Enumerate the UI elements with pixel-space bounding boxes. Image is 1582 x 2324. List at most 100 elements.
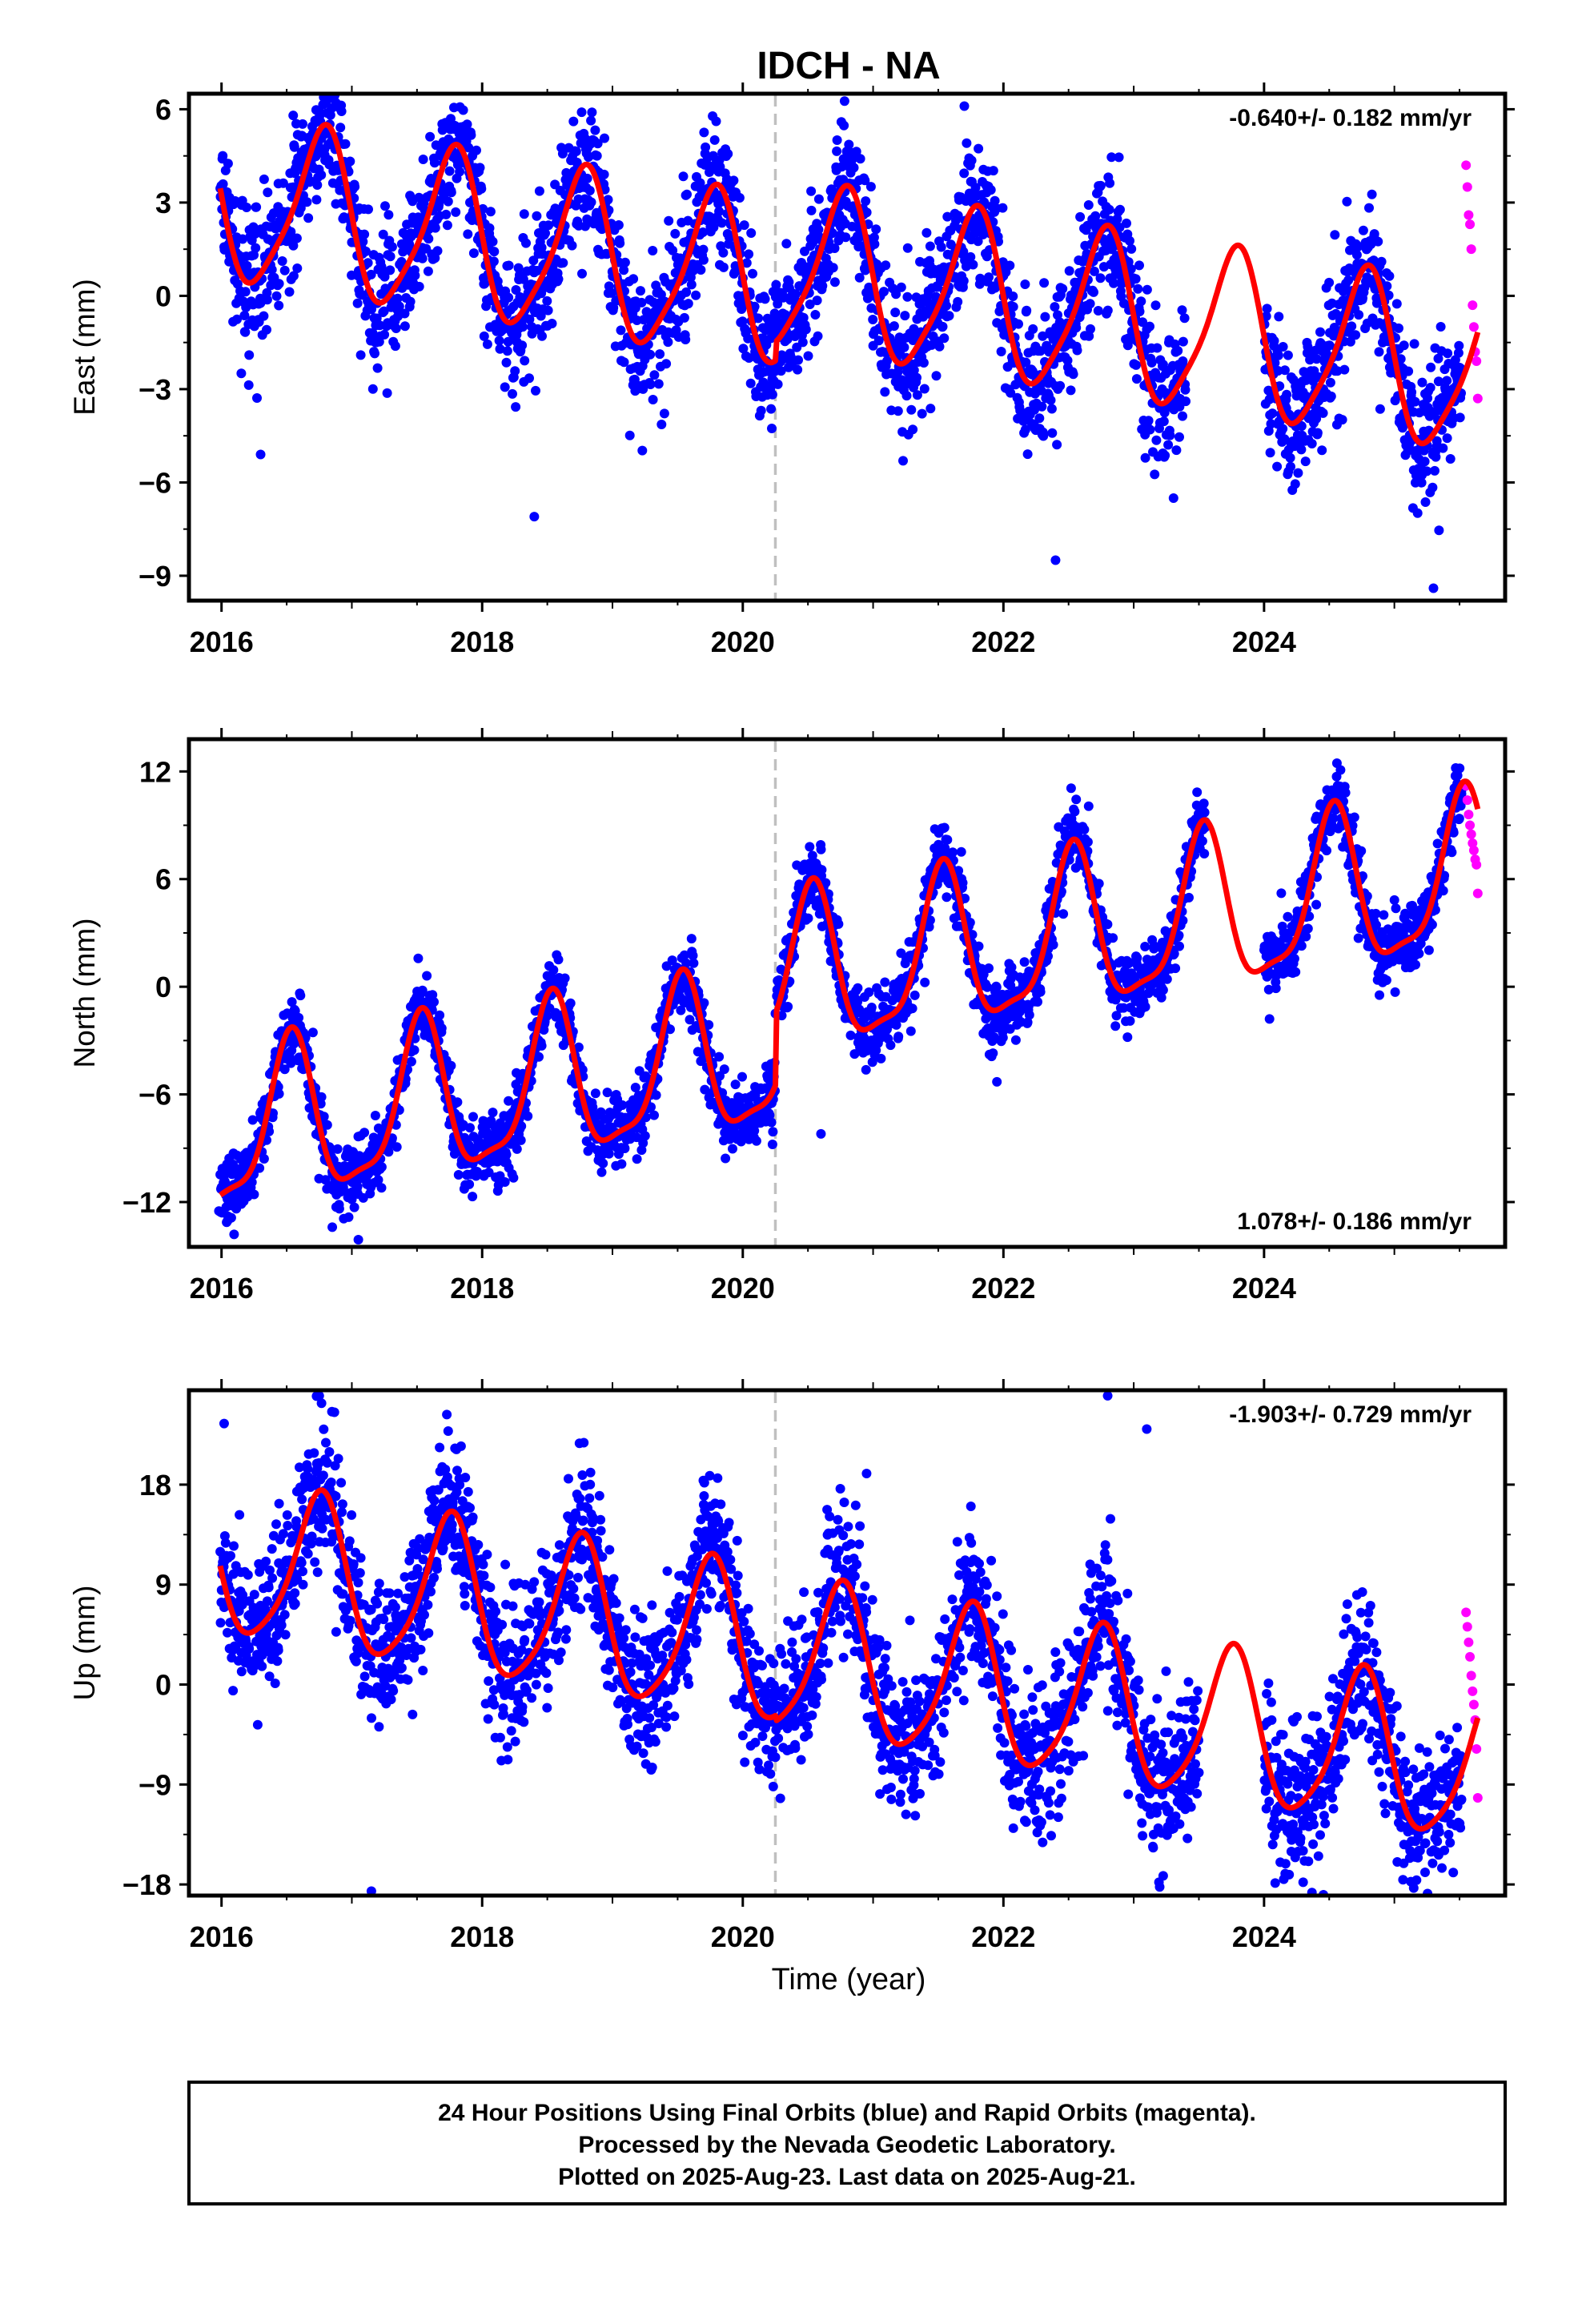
final-point-1976 — [1020, 424, 1030, 435]
final-point-611 — [468, 248, 479, 259]
final-point-1250 — [728, 1144, 737, 1154]
final-point-2146 — [1089, 266, 1099, 276]
final-point-1424 — [797, 337, 808, 348]
final-point-2193 — [1109, 278, 1118, 288]
final-point-2257 — [1133, 283, 1143, 294]
final-point-1509 — [832, 135, 842, 145]
final-point-1274 — [738, 344, 749, 354]
rapid-point-8 — [1472, 356, 1482, 366]
final-point-763 — [531, 385, 540, 396]
final-point-911 — [590, 125, 600, 135]
final-point-2790 — [1430, 465, 1439, 476]
final-point-551 — [444, 166, 455, 176]
final-point-2301 — [1152, 343, 1162, 353]
final-point-2367 — [1179, 313, 1190, 324]
final-point-1646 — [885, 1040, 896, 1051]
final-point-2251 — [1130, 274, 1141, 284]
final-point-356 — [363, 204, 373, 215]
final-point-194 — [295, 991, 306, 1001]
final-point-1028 — [637, 445, 648, 456]
final-point-1698 — [907, 1003, 917, 1014]
final-point-2661 — [1376, 256, 1387, 267]
final-point-2203 — [1112, 214, 1122, 224]
final-point-2793 — [1431, 452, 1441, 462]
final-point-1463 — [813, 331, 823, 341]
final-point-2228 — [1122, 218, 1131, 228]
final-point-20 — [223, 159, 233, 169]
final-point-697 — [504, 292, 514, 303]
final-point-749 — [524, 314, 535, 324]
final-point-734 — [518, 274, 528, 284]
final-point-684 — [500, 1177, 510, 1187]
final-point-1726 — [921, 227, 932, 238]
final-point-1676 — [901, 391, 912, 401]
final-point-521 — [432, 246, 443, 256]
final-point-805 — [548, 965, 559, 975]
final-point-1975 — [1020, 279, 1030, 289]
final-point-203 — [295, 203, 306, 213]
final-point-1811 — [956, 846, 966, 857]
final-point-1806 — [953, 211, 963, 221]
final-point-1915 — [998, 1032, 1008, 1043]
final-point-1737 — [926, 404, 936, 414]
final-point-2510 — [1315, 327, 1325, 337]
final-point-1630 — [882, 356, 892, 366]
final-point-43 — [232, 314, 242, 324]
final-point-2477 — [1301, 391, 1311, 401]
final-point-2607 — [1354, 310, 1364, 320]
final-point-1249 — [729, 175, 739, 186]
final-point-1380 — [781, 239, 792, 249]
final-point-2283 — [1143, 416, 1154, 426]
final-point-333 — [352, 1181, 363, 1192]
final-point-1779 — [942, 300, 951, 311]
final-point-1067 — [653, 379, 664, 389]
final-point-1665 — [893, 1031, 904, 1042]
final-point-1766 — [936, 242, 946, 252]
final-point-1564 — [854, 272, 865, 283]
final-point-2362 — [1178, 411, 1187, 421]
final-point-1537 — [844, 139, 854, 150]
final-point-2208 — [1114, 152, 1124, 163]
final-point-1447 — [805, 842, 815, 852]
final-point-1446 — [806, 205, 817, 215]
final-point-2261 — [1134, 307, 1145, 316]
final-point-617 — [472, 145, 481, 155]
final-point-2475 — [1300, 456, 1311, 467]
final-point-421 — [390, 341, 400, 352]
final-point-2035 — [1048, 939, 1058, 950]
final-point-2252 — [1131, 360, 1141, 370]
final-point-2402 — [1272, 461, 1283, 472]
final-point-941 — [604, 1148, 614, 1159]
final-point-2515 — [1317, 445, 1327, 456]
final-point-2340 — [1168, 493, 1178, 503]
final-point-498 — [423, 266, 433, 276]
final-point-2135 — [1085, 299, 1095, 309]
final-point-2703 — [1394, 323, 1403, 333]
final-point-2802 — [1434, 525, 1444, 536]
final-point-1465 — [813, 224, 824, 235]
final-point-1586 — [861, 1064, 871, 1075]
final-point-1779 — [942, 892, 952, 903]
final-point-736 — [519, 209, 529, 219]
final-point-1695 — [909, 365, 919, 376]
final-point-1969 — [1019, 957, 1030, 967]
final-point-824 — [553, 274, 564, 284]
final-point-1432 — [801, 324, 811, 335]
final-point-1850 — [970, 183, 981, 193]
final-point-1959 — [1014, 319, 1023, 329]
final-point-745 — [523, 1111, 533, 1121]
final-point-1704 — [909, 990, 920, 1000]
x-tick-label: 2024 — [1232, 625, 1296, 658]
final-point-1291 — [745, 378, 756, 388]
final-point-1450 — [808, 237, 818, 247]
final-point-675 — [494, 336, 504, 346]
final-point-1167 — [696, 265, 706, 275]
final-point-429 — [394, 301, 404, 312]
final-point-1425 — [798, 312, 809, 323]
final-point-1821 — [958, 275, 969, 286]
final-point-2078 — [1062, 356, 1073, 366]
final-point-737 — [520, 356, 530, 366]
final-point-2054 — [1053, 310, 1062, 320]
final-point-1601 — [869, 239, 880, 249]
final-point-2348 — [1171, 445, 1182, 456]
